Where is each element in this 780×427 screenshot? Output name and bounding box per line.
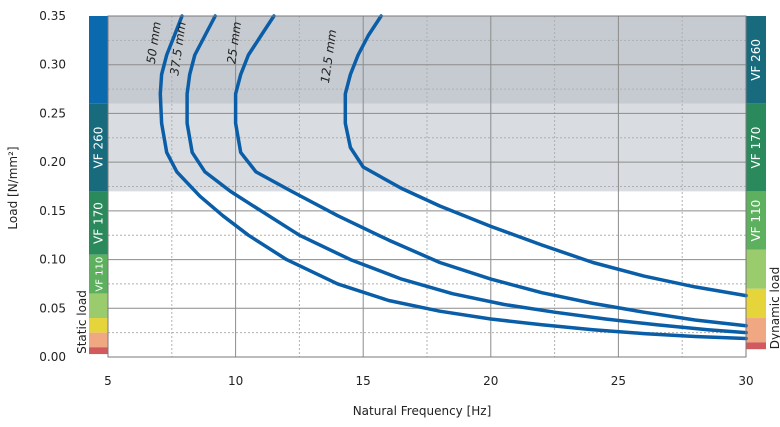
dynamic-scale-segment-2 [746, 191, 766, 250]
y-tick-label: 0.25 [39, 106, 66, 120]
y-tick-label: 0.30 [39, 58, 66, 72]
x-tick-label: 20 [483, 374, 498, 388]
dynamic-scale-segment-5 [746, 318, 766, 343]
static-scale-segment-6 [89, 332, 108, 348]
dynamic-scale-segment-1 [746, 103, 766, 192]
static-load-scale: VF 260 VF 170 VF 110 [89, 16, 108, 355]
static-scale-segment-1 [89, 103, 108, 192]
dynamic-scale-segment-0 [746, 16, 766, 104]
x-tick-label: 5 [104, 374, 112, 388]
y-tick-labels: 0.00 0.05 0.10 0.15 0.20 0.25 0.30 0.35 [39, 9, 66, 364]
y-tick-label: 0.05 [39, 301, 66, 315]
x-tick-label: 25 [611, 374, 626, 388]
dynamic-scale-segment-4 [746, 288, 766, 319]
series-line-3 [343, 14, 748, 298]
x-axis-label: Natural Frequency [Hz] [353, 404, 492, 418]
static-load-title: Static load [75, 290, 89, 354]
dynamic-scale-segment-3 [746, 249, 766, 289]
x-tick-label: 30 [738, 374, 753, 388]
static-scale-segment-7 [89, 347, 108, 355]
static-scale-segment-2 [89, 191, 108, 255]
static-scale-segment-4 [89, 293, 108, 319]
series-label: 50 mm [144, 21, 164, 65]
dynamic-scale-segment-6 [746, 342, 766, 350]
dynamic-load-title: Dynamic load [768, 267, 780, 349]
y-tick-label: 0.10 [39, 253, 66, 267]
y-tick-label: 0.35 [39, 9, 66, 23]
plot-frame [107, 15, 747, 358]
dynamic-scale-segment-label: VF 110 [749, 200, 763, 242]
static-scale-segment-5 [89, 318, 108, 333]
y-axis-label: Load [N/mm²] [6, 146, 20, 229]
static-scale-segment-3 [89, 254, 108, 294]
series-labels: 50 mm 37.5 mm 25 mm 12.5 mm [144, 21, 339, 84]
y-tick-label: 0.00 [39, 350, 66, 364]
dynamic-scale-segment-label: VF 260 [749, 39, 763, 81]
y-tick-label: 0.20 [39, 155, 66, 169]
static-scale-segment-label: VF 110 [95, 257, 106, 292]
y-tick-label: 0.15 [39, 204, 66, 218]
static-scale-segment-label: VF 260 [92, 127, 106, 169]
shaded-bands [108, 16, 746, 192]
series-label: 25 mm [224, 21, 244, 65]
series-lines [158, 14, 748, 341]
dynamic-scale-segment-label: VF 170 [749, 127, 763, 169]
dynamic-load-scale: VF 260 VF 170 VF 110 [746, 16, 766, 350]
x-tick-label: 15 [356, 374, 371, 388]
static-scale-segment-0 [89, 16, 108, 104]
static-scale-segment-label: VF 170 [92, 202, 106, 244]
x-tick-label: 10 [228, 374, 243, 388]
series-line-0 [158, 14, 748, 341]
series-line-1 [185, 14, 748, 335]
x-tick-labels: 5 10 15 20 25 30 [104, 374, 753, 388]
series-line-2 [233, 14, 748, 328]
